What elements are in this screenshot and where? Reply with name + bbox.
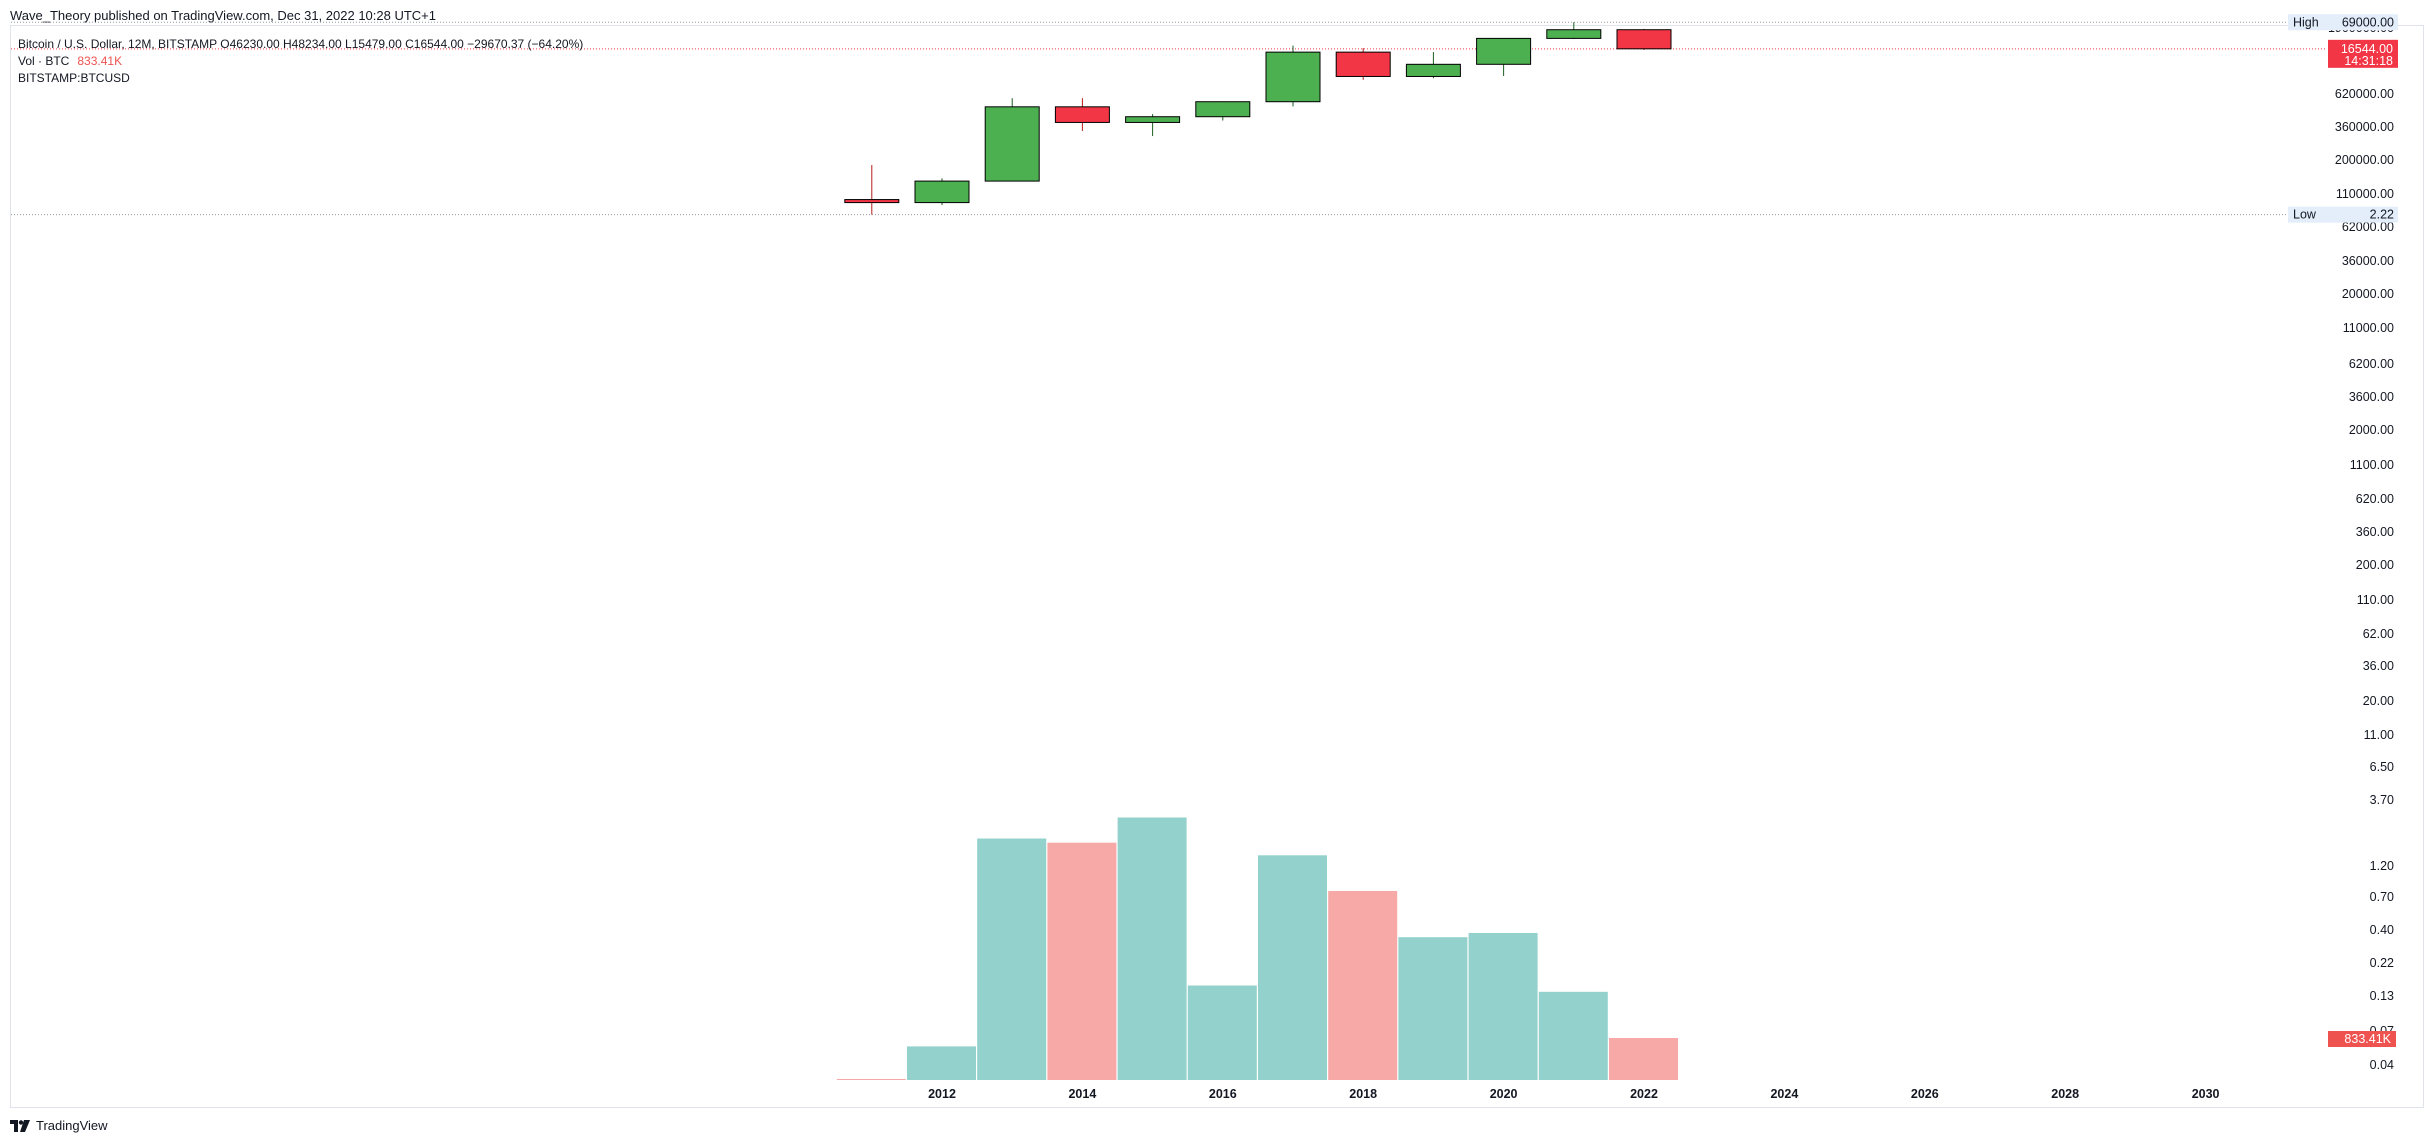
y-tick-label: 6200.00 xyxy=(2349,357,2394,371)
candle-body xyxy=(1125,116,1181,123)
volume-tag xyxy=(2328,1031,2396,1047)
volume-bar xyxy=(1468,933,1538,1080)
x-tick-label: 2022 xyxy=(1630,1087,1658,1101)
low-tag-bg xyxy=(2288,206,2398,223)
last-price-countdown: 14:31:18 xyxy=(2344,54,2393,68)
candle-body xyxy=(1405,63,1461,77)
y-tick-label: 0.70 xyxy=(2370,890,2394,904)
y-tick-label: 20000.00 xyxy=(2342,287,2394,301)
y-tick-label: 11000.00 xyxy=(2343,321,2394,335)
y-tick-label: 0.13 xyxy=(2370,989,2394,1003)
low-tag-value: 2.22 xyxy=(2370,208,2394,222)
y-tick-label: 1100.00 xyxy=(2350,458,2394,472)
x-tick-label: 2030 xyxy=(2192,1087,2220,1101)
y-tick-label: 62.00 xyxy=(2363,627,2394,641)
volume-bar xyxy=(1047,842,1117,1080)
legend-volume-label: Vol · BTC xyxy=(18,54,70,68)
candle-body xyxy=(1335,51,1391,77)
tradingview-logo-text: TradingView xyxy=(36,1118,108,1133)
volume-bar xyxy=(1328,891,1398,1080)
low-tag-label: Low xyxy=(2293,208,2317,222)
y-tick-label: 110000.00 xyxy=(2336,187,2394,201)
x-tick-label: 2024 xyxy=(1770,1087,1798,1101)
y-tick-label: 1.20 xyxy=(2370,859,2394,873)
candle-body xyxy=(1616,29,1672,50)
x-tick-label: 2026 xyxy=(1911,1087,1939,1101)
x-tick-label: 2012 xyxy=(928,1087,956,1101)
x-tick-label: 2018 xyxy=(1349,1087,1377,1101)
candle-body xyxy=(1476,37,1532,65)
candle-body xyxy=(1195,101,1251,118)
volume-tag-value: 833.41K xyxy=(2344,1032,2391,1046)
y-tick-label: 0.04 xyxy=(2370,1058,2394,1072)
legend-volume-value: 833.41K xyxy=(77,54,123,68)
y-tick-label: 3.70 xyxy=(2370,793,2394,807)
candle-body xyxy=(1546,29,1602,39)
y-tick-label: 20.00 xyxy=(2363,694,2394,708)
y-tick-label: 360000.00 xyxy=(2335,120,2394,134)
legend-volume-row: Vol · BTC 833.41K xyxy=(18,53,583,70)
volume-bar xyxy=(1609,1038,1678,1080)
y-tick-label: 3600.00 xyxy=(2349,390,2394,404)
volume-bar xyxy=(836,1079,906,1080)
y-tick-label: 2000.00 xyxy=(2349,423,2394,437)
y-tick-label: 200.00 xyxy=(2356,558,2394,572)
last-price-value: 16544.00 xyxy=(2341,42,2393,56)
volume-bar xyxy=(1117,817,1187,1080)
high-tag-label: High xyxy=(2293,15,2319,29)
x-tick-label: 2020 xyxy=(1490,1087,1518,1101)
y-tick-label: 62000.00 xyxy=(2342,220,2394,234)
chart-legend: Bitcoin / U.S. Dollar, 12M, BITSTAMP O46… xyxy=(18,36,583,87)
volume-bar xyxy=(1187,985,1257,1080)
y-tick-label: 620.00 xyxy=(2356,492,2394,506)
x-tick-label: 2028 xyxy=(2051,1087,2079,1101)
x-tick-label: 2016 xyxy=(1209,1087,1237,1101)
y-tick-label: 36.00 xyxy=(2363,659,2394,673)
candle-body xyxy=(1054,106,1110,123)
y-tick-label: 6.50 xyxy=(2370,760,2394,774)
y-tick-label: 0.22 xyxy=(2370,956,2394,970)
volume-bar xyxy=(1258,855,1327,1080)
candle-body xyxy=(1265,51,1321,103)
candle-body xyxy=(914,180,970,204)
last-price-tag xyxy=(2328,39,2398,68)
y-tick-label: 360.00 xyxy=(2356,525,2394,539)
high-tag-value: 69000.00 xyxy=(2342,15,2394,29)
y-tick-label: 36000.00 xyxy=(2342,254,2394,268)
y-tick-label: 110.00 xyxy=(2357,593,2394,607)
volume-bar xyxy=(1398,937,1468,1080)
y-tick-label: 200000.00 xyxy=(2335,153,2394,167)
volume-bar xyxy=(977,838,1047,1080)
volume-bar xyxy=(907,1046,976,1080)
y-tick-label: 11.00 xyxy=(2364,728,2394,742)
publish-attribution: Wave_Theory published on TradingView.com… xyxy=(10,8,436,23)
y-tick-label: 0.40 xyxy=(2370,923,2394,937)
chart-frame xyxy=(10,25,2424,1108)
x-tick-label: 2014 xyxy=(1068,1087,1096,1101)
high-tag-bg xyxy=(2288,14,2398,31)
candle-body xyxy=(844,199,900,204)
tradingview-logo[interactable]: TradingView xyxy=(10,1118,108,1133)
tradingview-logo-icon xyxy=(10,1119,30,1132)
volume-bar xyxy=(1538,991,1608,1080)
y-tick-label: 620000.00 xyxy=(2335,87,2394,101)
candle-body xyxy=(984,106,1040,182)
legend-symbol-code: BITSTAMP:BTCUSD xyxy=(18,71,130,85)
legend-symbol-line: Bitcoin / U.S. Dollar, 12M, BITSTAMP O46… xyxy=(18,37,584,51)
